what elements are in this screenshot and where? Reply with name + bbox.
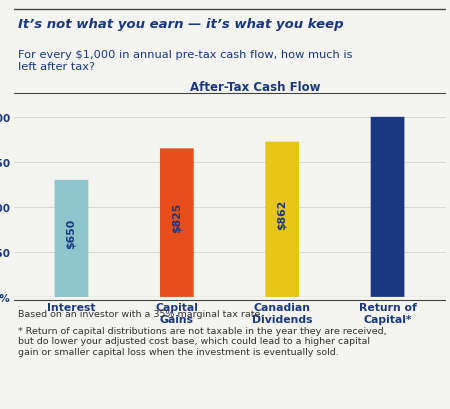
FancyBboxPatch shape xyxy=(371,117,405,297)
FancyBboxPatch shape xyxy=(54,180,88,297)
Text: $1,000: $1,000 xyxy=(382,181,392,223)
Text: Based on an investor with a 35% marginal tax rate.: Based on an investor with a 35% marginal… xyxy=(18,310,263,319)
Text: $650: $650 xyxy=(67,218,76,249)
FancyBboxPatch shape xyxy=(160,149,194,297)
Text: $825: $825 xyxy=(172,202,182,233)
Text: It’s not what you earn — it’s what you keep: It’s not what you earn — it’s what you k… xyxy=(18,18,343,31)
FancyBboxPatch shape xyxy=(266,142,299,297)
Text: * Return of capital distributions are not taxable in the year they are received,: * Return of capital distributions are no… xyxy=(18,326,387,356)
Text: For every $1,000 in annual pre-tax cash flow, how much is
left after tax?: For every $1,000 in annual pre-tax cash … xyxy=(18,50,352,72)
Text: $862: $862 xyxy=(277,199,287,229)
Text: After-Tax Cash Flow: After-Tax Cash Flow xyxy=(190,81,321,94)
